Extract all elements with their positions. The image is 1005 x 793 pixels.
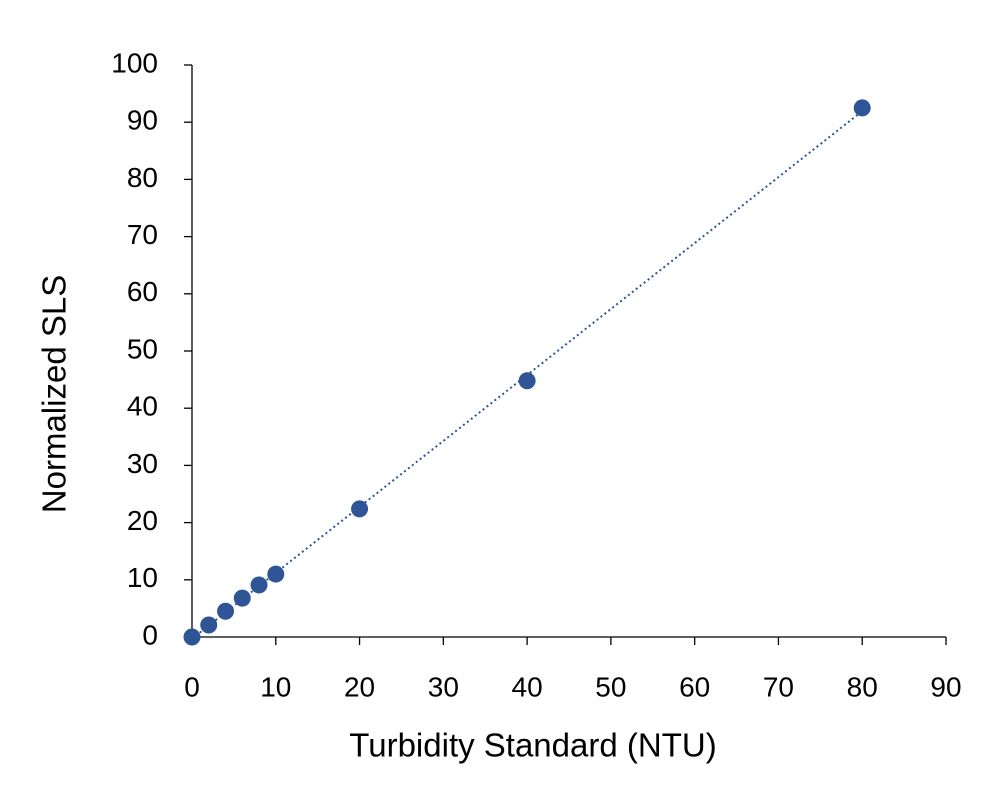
data-point: [351, 500, 369, 518]
data-point: [250, 576, 268, 594]
x-tick-label: 80: [847, 671, 878, 702]
y-tick-label: 80: [127, 162, 158, 193]
x-tick-label: 20: [344, 671, 375, 702]
x-tick-label: 90: [930, 671, 961, 702]
y-tick-label: 20: [127, 505, 158, 536]
data-point: [853, 99, 871, 117]
x-tick-label: 30: [428, 671, 459, 702]
x-tick-label: 60: [679, 671, 710, 702]
y-tick-label: 30: [127, 448, 158, 479]
y-tick-label: 90: [127, 105, 158, 136]
data-point: [267, 565, 285, 583]
data-point: [518, 372, 536, 390]
y-tick-label: 50: [127, 333, 158, 364]
y-tick-label: 70: [127, 219, 158, 250]
y-tick-label: 0: [142, 619, 158, 650]
x-tick-label: 50: [595, 671, 626, 702]
data-point: [217, 602, 235, 620]
x-axis-label: Turbidity Standard (NTU): [349, 727, 716, 764]
y-tick-label: 100: [111, 47, 158, 78]
data-point: [183, 628, 201, 646]
x-tick-label: 0: [184, 671, 200, 702]
y-axis-label: Normalized SLS: [36, 275, 73, 513]
data-point: [233, 589, 251, 607]
x-tick-label: 10: [260, 671, 291, 702]
x-tick-label: 70: [763, 671, 794, 702]
x-tick-label: 40: [512, 671, 543, 702]
y-tick-label: 60: [127, 276, 158, 307]
data-point: [200, 616, 218, 634]
y-tick-label: 10: [127, 562, 158, 593]
y-tick-label: 40: [127, 391, 158, 422]
